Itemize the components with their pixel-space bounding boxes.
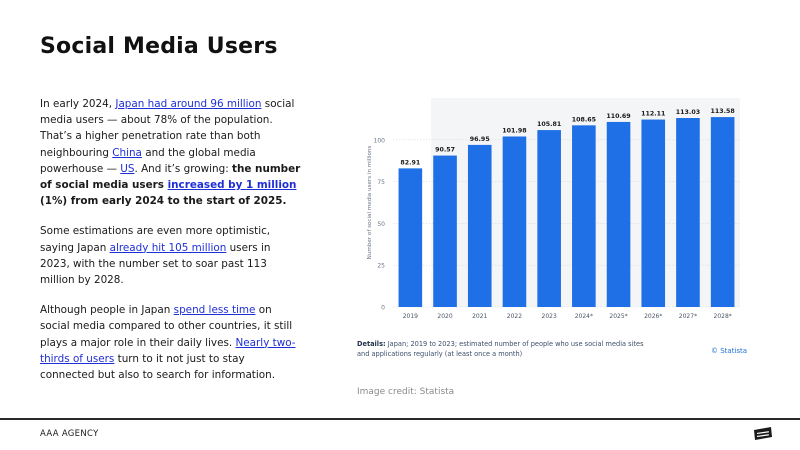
bar-value-label: 113.58 (710, 108, 734, 115)
bar (537, 130, 561, 307)
x-tick-label: 2022 (507, 313, 522, 320)
bar-value-label: 96.95 (470, 136, 490, 143)
bar (398, 168, 423, 307)
p1-bold-2: (1%) from early 2024 to the start of 202… (40, 195, 287, 208)
link-nearly-two-thirds[interactable]: Nearly two-thirds of users (40, 336, 296, 365)
x-tick-label: 2025* (609, 313, 627, 320)
bar-value-label: 113.03 (676, 109, 700, 116)
y-tick-label: 75 (377, 179, 385, 186)
paragraph-3: Although people in Japan spend less time… (40, 302, 302, 383)
bar-value-label: 110.69 (606, 113, 630, 120)
bar (641, 119, 666, 307)
link-increased-1-million[interactable]: increased by 1 million (168, 179, 297, 191)
y-axis-label: Number of social media users in millions (367, 146, 373, 260)
y-tick-label: 50 (377, 221, 385, 228)
statista-source-link[interactable]: © Statista (711, 347, 748, 355)
bar-value-label: 101.98 (502, 127, 526, 134)
link-china[interactable]: China (112, 146, 142, 159)
bar (433, 155, 457, 307)
image-credit: Image credit: Statista (357, 387, 455, 397)
bar-value-label: 112.11 (641, 111, 665, 118)
agency-logo-icon (754, 427, 772, 440)
p1-text-4: . And it’s growing: (134, 162, 233, 175)
bar (572, 125, 596, 307)
bar-value-label: 108.65 (572, 116, 596, 123)
p3-text-1: Although people in Japan (40, 304, 174, 317)
details-text: Japan; 2019 to 2023; estimated number of… (357, 340, 644, 358)
x-tick-label: 2020 (437, 313, 452, 320)
p1-bold-1: the number of social media users (40, 162, 301, 192)
bar (710, 117, 735, 307)
bar (676, 118, 700, 307)
link-japan-96-million[interactable]: Japan had around 96 million (115, 98, 262, 110)
p1-bold-link: increased by 1 million (167, 179, 297, 192)
bar (502, 136, 527, 307)
p3-text-3: turn to it not just to stay connected bu… (40, 352, 276, 382)
agency-name: AAA AGENCY (40, 429, 99, 439)
p2-text-2: users in 2023, with the number set to so… (40, 241, 271, 287)
link-us[interactable]: US (120, 162, 135, 175)
p1-text-3: and the global media powerhouse — (40, 146, 256, 175)
details-label: Details: (357, 340, 386, 348)
bar-value-label: 82.91 (400, 159, 420, 166)
y-tick-label: 100 (374, 137, 386, 144)
body-text: In early 2024, Japan had around 96 milli… (40, 96, 302, 397)
footer-divider (0, 418, 800, 420)
x-tick-label: 2019 (403, 313, 418, 320)
bar (467, 144, 492, 307)
link-spend-less-time[interactable]: spend less time (173, 304, 256, 317)
x-tick-label: 2024* (575, 313, 593, 320)
link-already-hit-105-million[interactable]: already hit 105 million (109, 241, 227, 254)
bar-value-label: 90.57 (435, 147, 455, 154)
y-tick-label: 25 (377, 263, 385, 270)
y-tick-label: 0 (381, 305, 385, 312)
x-tick-label: 2028* (714, 313, 732, 320)
bar (606, 121, 631, 307)
x-tick-label: 2021 (472, 313, 487, 320)
x-tick-label: 2027* (679, 313, 697, 320)
slide-title: Social Media Users (40, 34, 278, 59)
p2-text-1: Some estimations are even more optimisti… (40, 225, 271, 254)
p1-text-1: In early 2024, (40, 98, 116, 110)
p1-text-2: social media users — about 78% of the po… (40, 98, 295, 159)
paragraph-1: In early 2024, Japan had around 96 milli… (40, 96, 302, 209)
chart-container: 0 25 50 75 100 Number of social media users i… (345, 90, 755, 370)
paragraph-2: Some estimations are even more optimisti… (40, 223, 302, 288)
x-tick-label: 2023 (542, 313, 557, 320)
p3-text-2: on social media compared to other countr… (40, 304, 293, 349)
x-tick-label: 2026* (644, 313, 662, 320)
bar-value-label: 105.81 (537, 121, 561, 128)
chart-details: Details: Japan; 2019 to 2023; estimated … (357, 339, 657, 359)
